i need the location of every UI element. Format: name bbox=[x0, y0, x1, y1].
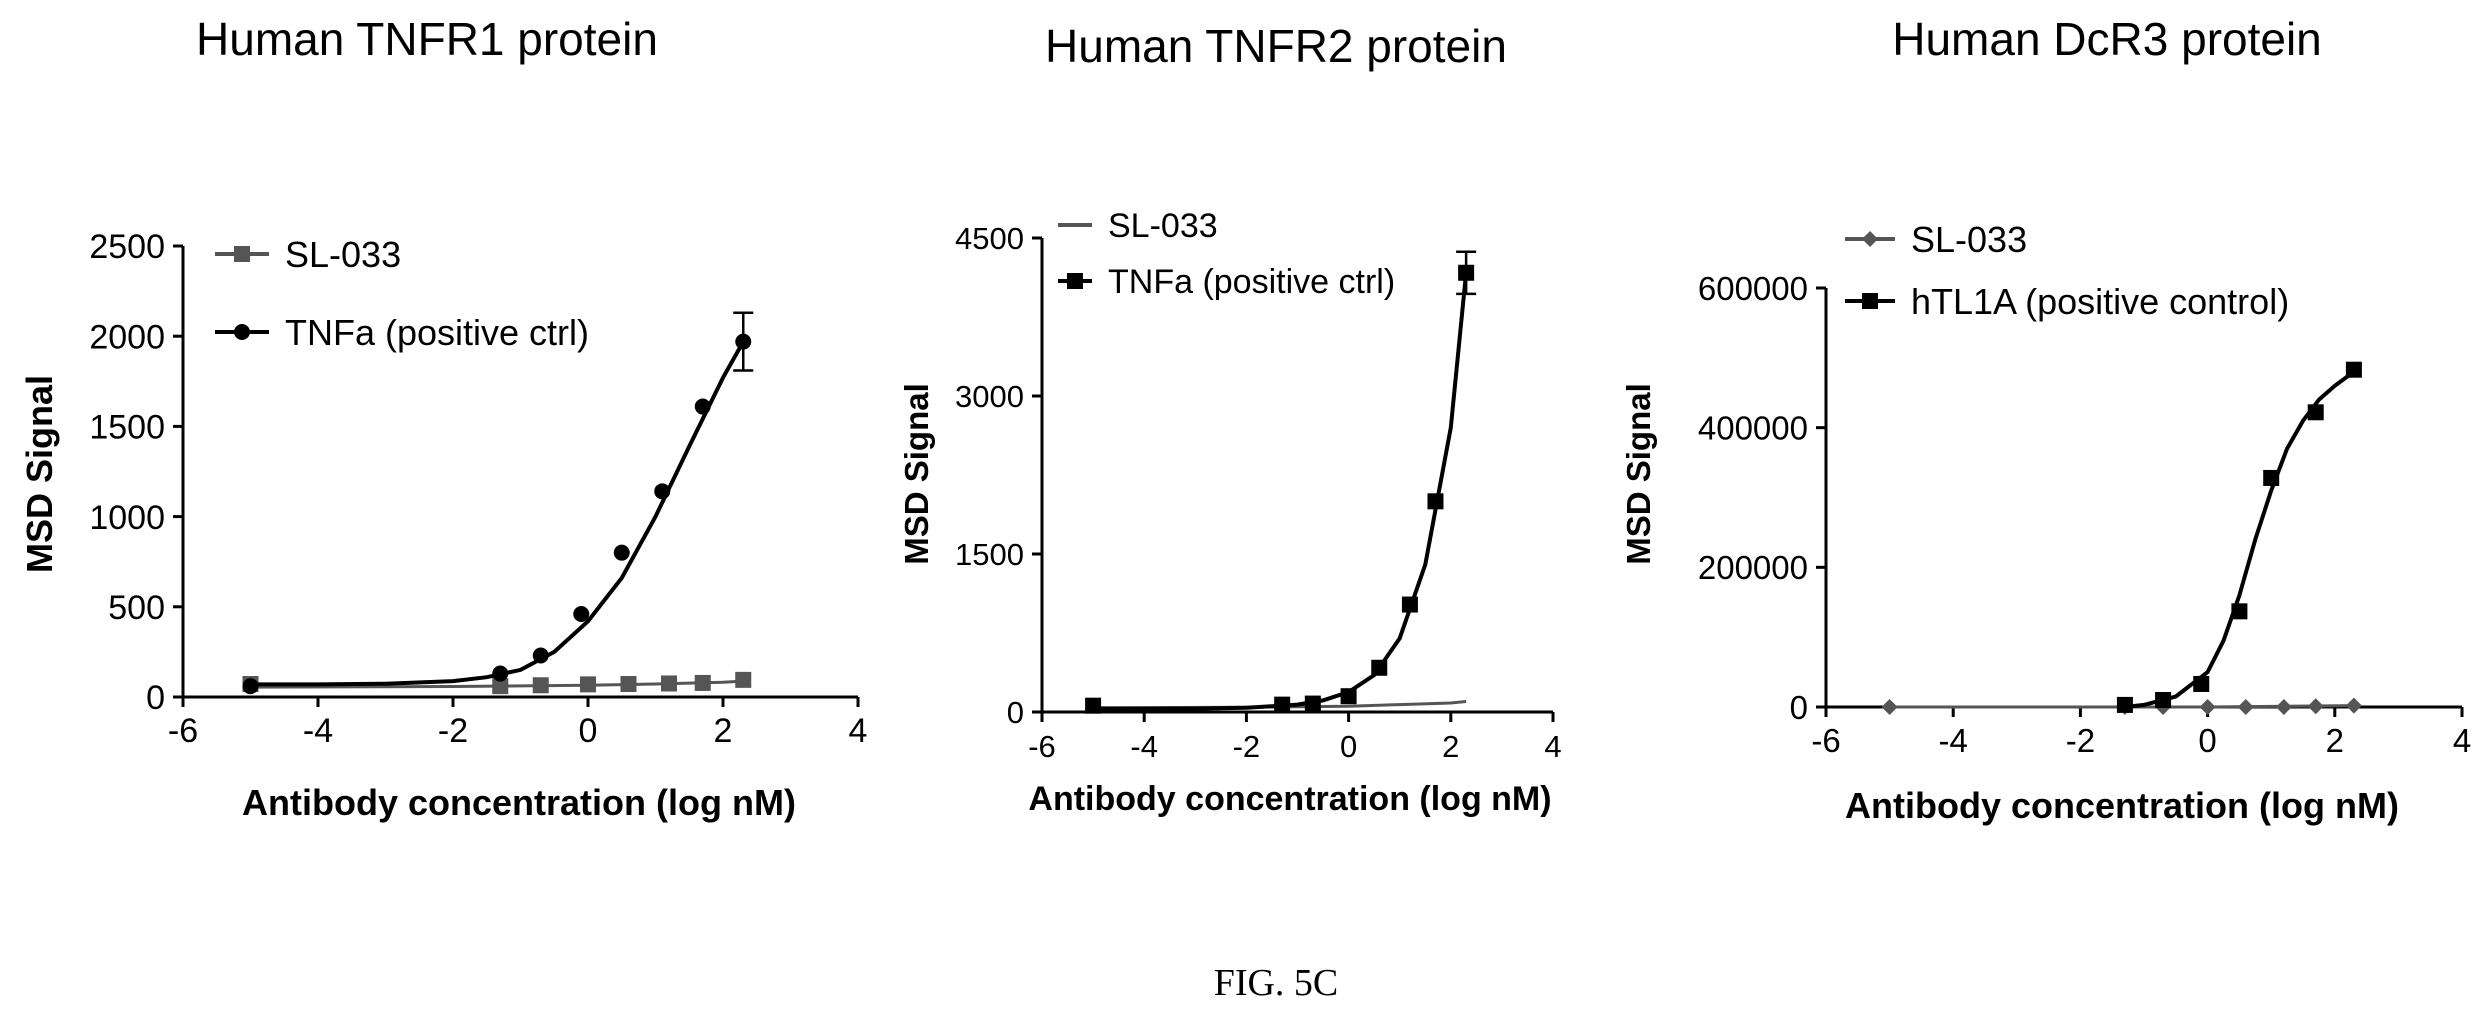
data-point bbox=[532, 677, 549, 694]
panel-title: Human DcR3 protein bbox=[1892, 13, 2322, 65]
data-point bbox=[2237, 699, 2254, 715]
data-point bbox=[1274, 696, 1291, 713]
y-tick-label: 400000 bbox=[1698, 410, 1808, 447]
data-point bbox=[694, 398, 711, 415]
data-point bbox=[2307, 698, 2324, 715]
data-point bbox=[1458, 264, 1475, 281]
x-tick-label: -2 bbox=[2066, 722, 2095, 759]
legend-marker bbox=[1862, 231, 1878, 247]
panel-tnfr1: Human TNFR1 protein MSD Signal Antibody … bbox=[19, 13, 867, 823]
x-tick-label: -2 bbox=[438, 712, 468, 750]
data-point bbox=[2263, 469, 2280, 486]
data-point bbox=[654, 483, 671, 500]
data-point bbox=[2345, 361, 2362, 378]
y-tick-label: 2500 bbox=[89, 228, 165, 266]
x-tick-label: 0 bbox=[2198, 722, 2216, 759]
data-point bbox=[2193, 675, 2210, 692]
data-point bbox=[735, 671, 752, 688]
data-point bbox=[492, 678, 509, 695]
data-point bbox=[1340, 688, 1357, 705]
data-point bbox=[1401, 596, 1418, 613]
y-tick-label: 3000 bbox=[955, 379, 1024, 414]
plot-area: -6 -4 -2 0 2 4 0 200000 400000 600000 SL-033 hTL1A … bbox=[1698, 219, 2471, 759]
data-point bbox=[2199, 699, 2216, 715]
x-tick-label: -6 bbox=[1028, 729, 1056, 764]
legend-label: TNFa (positive ctrl) bbox=[1108, 263, 1395, 301]
y-tick-label: 200000 bbox=[1698, 549, 1808, 586]
legend-label: TNFa (positive ctrl) bbox=[285, 312, 589, 353]
legend-marker bbox=[234, 324, 250, 340]
legend-marker bbox=[1067, 273, 1083, 289]
panel-tnfr2: Human TNFR2 protein MSD Signal Antibody … bbox=[898, 20, 1562, 818]
y-axis-label: MSD Signal bbox=[1620, 383, 1657, 565]
data-point bbox=[242, 678, 259, 695]
y-tick-label: 1000 bbox=[89, 499, 165, 537]
y-tick-label: 4500 bbox=[955, 221, 1024, 256]
x-tick-label: 2 bbox=[1442, 729, 1459, 764]
y-tick-label: 2000 bbox=[89, 318, 165, 356]
x-tick-label: -4 bbox=[1939, 722, 1968, 759]
data-point bbox=[2231, 603, 2248, 620]
data-point bbox=[661, 675, 677, 692]
legend-label: SL-033 bbox=[285, 234, 401, 275]
y-tick-label: 0 bbox=[1007, 695, 1024, 730]
panel-title: Human TNFR2 protein bbox=[1045, 20, 1507, 72]
data-point bbox=[2345, 697, 2362, 714]
y-tick-label: 1500 bbox=[955, 537, 1024, 572]
data-point bbox=[1371, 659, 1388, 676]
x-tick-label: 4 bbox=[1544, 729, 1561, 764]
data-point bbox=[2275, 699, 2292, 715]
y-tick-label: 0 bbox=[1790, 689, 1808, 726]
x-tick-label: 4 bbox=[849, 712, 868, 750]
x-tick-label: -2 bbox=[1233, 729, 1261, 764]
data-point bbox=[580, 676, 596, 693]
legend-marker bbox=[1862, 293, 1878, 309]
x-tick-label: -4 bbox=[1130, 729, 1158, 764]
x-tick-label: -6 bbox=[1811, 722, 1840, 759]
x-axis-label: Antibody concentration (log nM) bbox=[242, 782, 796, 823]
fit-curve bbox=[2124, 370, 2356, 709]
data-point bbox=[1304, 695, 1321, 712]
x-tick-label: 2 bbox=[2326, 722, 2344, 759]
data-point bbox=[694, 674, 711, 691]
legend-label: SL-033 bbox=[1108, 207, 1218, 245]
data-point bbox=[613, 544, 630, 561]
x-tick-label: -6 bbox=[168, 712, 198, 750]
fit-curve bbox=[1093, 272, 1469, 711]
data-point bbox=[1085, 697, 1102, 714]
data-point bbox=[573, 606, 590, 623]
legend-marker bbox=[234, 246, 250, 262]
x-tick-label: -4 bbox=[303, 712, 333, 750]
x-tick-label: 0 bbox=[579, 712, 598, 750]
x-tick-label: 2 bbox=[714, 712, 733, 750]
figure-caption: FIG. 5C bbox=[1214, 962, 1339, 1004]
y-axis-label: MSD Signal bbox=[898, 383, 935, 565]
data-point bbox=[2116, 696, 2133, 713]
plot-area: -6 -4 -2 0 2 4 0 1500 3000 4500 SL-033 TNFa (positi… bbox=[955, 207, 1562, 764]
data-point bbox=[2155, 692, 2172, 709]
data-point bbox=[2307, 404, 2324, 421]
x-tick-label: 4 bbox=[2453, 722, 2471, 759]
data-point bbox=[1881, 699, 1898, 715]
x-axis-label: Antibody concentration (log nM) bbox=[1028, 780, 1551, 818]
y-tick-label: 0 bbox=[146, 679, 165, 717]
legend-label: SL-033 bbox=[1911, 219, 2027, 260]
panel-title: Human TNFR1 protein bbox=[196, 13, 658, 65]
plot-area: -6 -4 -2 0 2 4 0 500 1000 1500 2000 2500 SL-033 TNFa … bbox=[89, 228, 867, 750]
legend-label: hTL1A (positive control) bbox=[1911, 281, 2289, 322]
panel-dcr3: Human DcR3 protein MSD Signal Antibody c… bbox=[1620, 13, 2471, 826]
data-point bbox=[492, 665, 509, 682]
y-axis-label: MSD Signal bbox=[19, 375, 60, 573]
y-tick-label: 1500 bbox=[89, 409, 165, 447]
y-tick-label: 500 bbox=[108, 589, 165, 627]
x-axis-label: Antibody concentration (log nM) bbox=[1845, 785, 2399, 826]
data-point bbox=[735, 333, 752, 350]
data-point bbox=[620, 676, 637, 693]
data-point bbox=[1427, 493, 1444, 510]
x-tick-label: 0 bbox=[1340, 729, 1357, 764]
y-tick-label: 600000 bbox=[1698, 270, 1808, 307]
fit-curve bbox=[250, 340, 746, 687]
data-point bbox=[532, 647, 549, 664]
